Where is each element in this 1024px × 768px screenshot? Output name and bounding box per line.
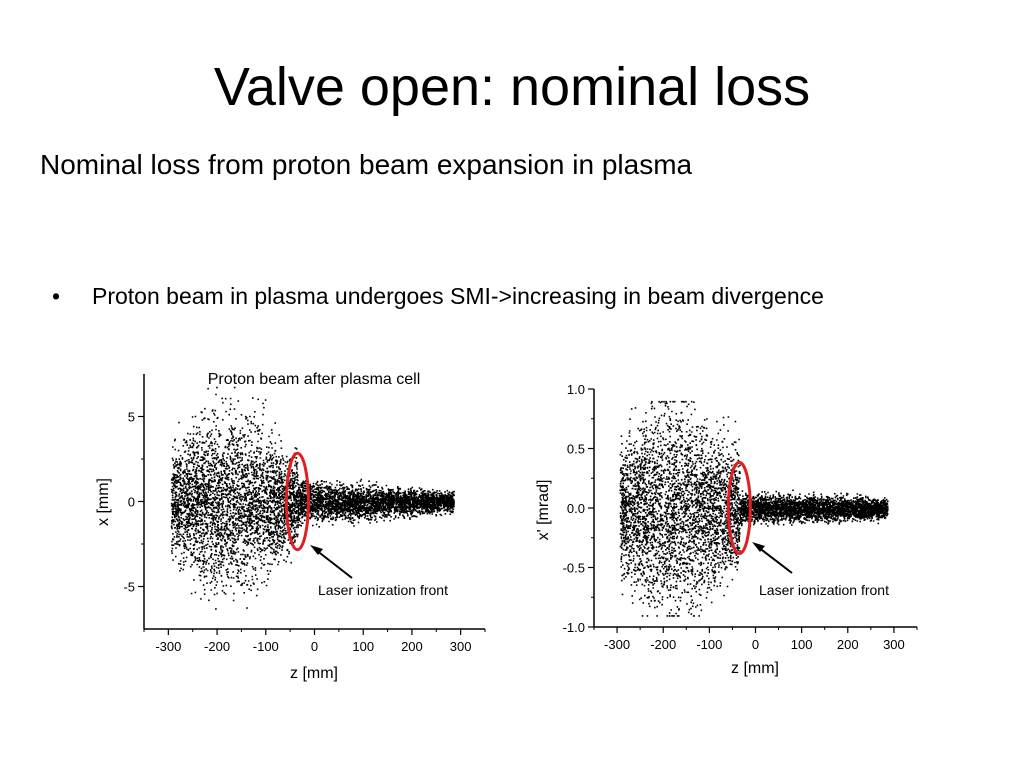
chart-title: Proton beam after plasma cell bbox=[208, 371, 421, 388]
x-tick-label: 0 bbox=[752, 637, 759, 652]
annotation-text: Laser ionization front bbox=[318, 582, 448, 598]
annotation-arrow bbox=[315, 549, 353, 579]
x-tick-label: -100 bbox=[253, 639, 279, 654]
x-tick-label: -300 bbox=[155, 639, 181, 654]
x-axis-label: z [mm] bbox=[731, 660, 779, 677]
y-axis-label: x' [mrad] bbox=[535, 480, 552, 541]
x-tick-label: 200 bbox=[401, 639, 423, 654]
scatter-points bbox=[170, 386, 455, 610]
x-tick-label: 200 bbox=[837, 637, 859, 652]
slide-subtitle: Nominal loss from proton beam expansion … bbox=[40, 149, 693, 180]
x-tick-label: -100 bbox=[696, 637, 722, 652]
y-axis-label: x [mm] bbox=[95, 478, 112, 526]
annotation-arrow-head bbox=[310, 545, 323, 555]
ionization-front-ellipse bbox=[284, 451, 310, 552]
y-tick-label: -0.5 bbox=[563, 561, 585, 576]
y-tick-label: 0.0 bbox=[567, 501, 585, 516]
y-tick-label: -1.0 bbox=[563, 620, 585, 635]
annotation-arrow-head bbox=[752, 542, 765, 552]
bullet-text: Proton beam in plasma undergoes SMI->inc… bbox=[92, 283, 824, 309]
annotation-arrow bbox=[757, 546, 793, 574]
ionization-front-ellipse bbox=[726, 460, 752, 556]
x-tick-label: 0 bbox=[311, 639, 318, 654]
x-tick-label: 100 bbox=[352, 639, 374, 654]
scatter-cloud bbox=[170, 386, 455, 610]
x-tick-label: 300 bbox=[883, 637, 905, 652]
y-tick-label: 0.5 bbox=[567, 442, 585, 457]
x-tick-label: -200 bbox=[204, 639, 230, 654]
axes: -300 -200 -100 0 100 200 300 -5 0 5 bbox=[123, 374, 486, 654]
chart-proton-beam-divergence: -300 -200 -100 0 100 200 300-1.0-0.50.00.51.0 … bbox=[535, 382, 918, 677]
bullet-marker: • bbox=[52, 283, 61, 309]
scatter-cloud bbox=[619, 400, 889, 617]
slide-title: Valve open: nominal loss bbox=[213, 57, 811, 117]
y-tick-label: 0 bbox=[128, 495, 135, 510]
scatter-points bbox=[619, 400, 889, 617]
y-tick-label: -5 bbox=[123, 580, 135, 595]
x-tick-label: 300 bbox=[450, 639, 472, 654]
bullet-item: • Proton beam in plasma undergoes SMI->in… bbox=[52, 280, 824, 312]
x-tick-label: -300 bbox=[604, 637, 630, 652]
x-tick-label: 100 bbox=[791, 637, 813, 652]
y-tick-label: 5 bbox=[128, 410, 135, 425]
axes: -300 -200 -100 0 100 200 300 -1.0 -0.5 0.0 0.5 1.0 bbox=[563, 382, 918, 652]
y-tick-label: 1.0 bbox=[567, 382, 585, 397]
chart-proton-beam-x: -300 -200 -100 0 100 200 300 -5 0 5 Proton beam a… bbox=[95, 371, 486, 682]
annotation-text: Laser ionization front bbox=[759, 582, 889, 598]
x-axis-label: z [mm] bbox=[290, 665, 338, 682]
x-tick-label: -200 bbox=[650, 637, 676, 652]
